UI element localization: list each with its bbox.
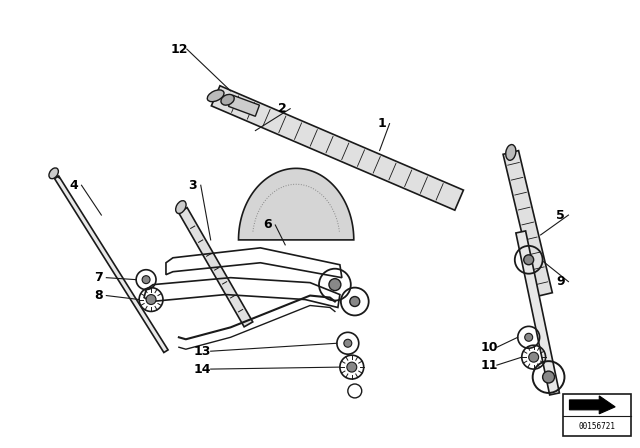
Circle shape: [543, 371, 554, 383]
Text: 4: 4: [69, 179, 78, 192]
Text: 1: 1: [377, 117, 386, 130]
Text: 5: 5: [556, 209, 565, 222]
Polygon shape: [54, 176, 168, 353]
Circle shape: [529, 352, 539, 362]
Text: 13: 13: [194, 345, 211, 358]
Circle shape: [142, 276, 150, 284]
Ellipse shape: [221, 95, 234, 105]
Text: 11: 11: [480, 358, 498, 372]
Ellipse shape: [506, 145, 516, 160]
Circle shape: [344, 339, 352, 347]
Text: 6: 6: [263, 219, 271, 232]
Text: 9: 9: [556, 275, 565, 288]
Circle shape: [347, 362, 356, 372]
Polygon shape: [179, 207, 253, 327]
Polygon shape: [228, 95, 259, 116]
Circle shape: [524, 255, 534, 265]
Polygon shape: [503, 151, 552, 297]
Polygon shape: [211, 86, 463, 210]
Text: 8: 8: [94, 289, 102, 302]
Polygon shape: [239, 168, 354, 240]
Text: 10: 10: [480, 341, 498, 354]
Polygon shape: [570, 396, 615, 414]
Circle shape: [146, 294, 156, 305]
Text: 00156721: 00156721: [579, 422, 616, 431]
Ellipse shape: [207, 90, 224, 102]
Text: 7: 7: [94, 271, 103, 284]
Ellipse shape: [49, 168, 58, 179]
Text: 3: 3: [189, 179, 197, 192]
Polygon shape: [516, 231, 559, 395]
Text: 2: 2: [278, 102, 287, 115]
Ellipse shape: [175, 201, 186, 214]
Circle shape: [350, 297, 360, 306]
Circle shape: [329, 279, 341, 291]
Text: 14: 14: [194, 362, 211, 375]
Circle shape: [525, 333, 532, 341]
Text: 12: 12: [170, 43, 188, 56]
Bar: [563, 394, 631, 435]
